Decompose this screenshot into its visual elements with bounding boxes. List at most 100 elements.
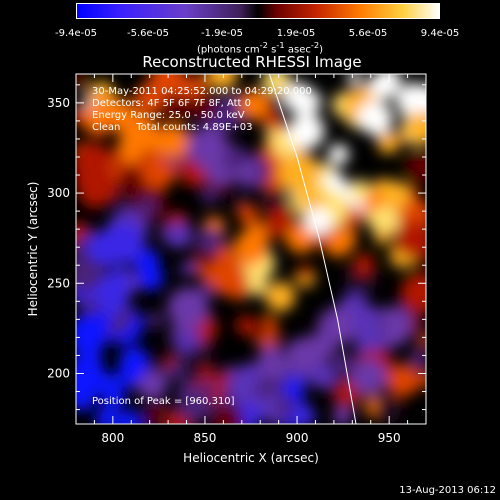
- heatmap-blob: [265, 207, 294, 236]
- y-tick-label: 200: [47, 366, 70, 380]
- heatmap-blob: [262, 74, 290, 94]
- heatmap-blob: [417, 332, 426, 347]
- x-axis-label: Heliocentric X (arcsec): [183, 451, 319, 465]
- heatmap-blob: [318, 162, 334, 178]
- heatmap-blobs: [76, 74, 426, 424]
- heatmap-blob: [118, 346, 151, 379]
- heatmap-blob: [119, 113, 159, 153]
- annotation-energy-range: Energy Range: 25.0 - 50.0 keV: [92, 110, 245, 121]
- heatmap-blob: [90, 311, 111, 333]
- heatmap-blob: [167, 287, 209, 329]
- annotation-time-range: 30-May-2011 04:25:52.000 to 04:29:20.000: [92, 86, 312, 97]
- heatmap-blob: [278, 152, 321, 194]
- heatmap-blob: [179, 261, 195, 276]
- heatmap-blob: [84, 105, 110, 130]
- heatmap-blob: [290, 403, 316, 424]
- heatmap-blob: [400, 272, 426, 314]
- heatmap-blob: [417, 371, 426, 388]
- heatmap-blob: [233, 230, 269, 266]
- y-tick-label: 300: [47, 186, 70, 200]
- heatmap-blob: [386, 363, 419, 397]
- heatmap-blob: [88, 93, 104, 110]
- colorbar: [76, 3, 440, 19]
- heatmap-blob: [332, 406, 353, 424]
- heatmap-blob: [357, 101, 390, 133]
- heatmap-blob: [381, 180, 411, 210]
- heatmap-image: [76, 74, 426, 424]
- axes: 800 850 900 950 200 250 300 350: [47, 74, 427, 445]
- heatmap-blob: [106, 303, 121, 318]
- chart-title: Reconstructed RHESSI Image: [142, 53, 362, 71]
- heatmap-blob: [309, 363, 336, 390]
- heatmap-blob: [167, 361, 187, 381]
- colorbar-tick-label: -5.6e-05: [127, 28, 169, 39]
- heatmap-blob: [350, 358, 387, 395]
- heatmap-blob: [201, 186, 219, 204]
- y-tick-label: 250: [47, 276, 70, 290]
- colorbar-tick-label: 9.4e-05: [420, 28, 460, 39]
- heatmap-blob: [349, 179, 371, 201]
- heatmap-blob: [160, 92, 190, 122]
- heatmap-blob: [373, 74, 402, 95]
- heatmap-blob: [95, 407, 120, 424]
- heatmap-blob: [209, 257, 247, 296]
- heatmap-blob: [207, 74, 238, 90]
- heatmap-blob: [185, 345, 212, 372]
- heatmap-blob: [265, 281, 296, 312]
- heatmap-blob: [238, 89, 269, 120]
- heatmap-blob: [393, 220, 426, 258]
- heatmap-blob: [324, 230, 352, 258]
- y-axis-label: Heliocentric Y (arcsec): [26, 182, 40, 317]
- heatmap-blob: [186, 126, 228, 168]
- heatmap-blob: [304, 207, 333, 235]
- colorbar-unit-label: (photons cm-2 s-1 asec-2): [196, 40, 324, 56]
- heatmap-blob: [102, 373, 119, 390]
- colorbar-tick-label: 1.9e-05: [276, 28, 316, 39]
- heatmap-blob: [138, 197, 157, 216]
- heatmap-blob: [282, 82, 314, 114]
- heatmap-blob: [118, 168, 145, 195]
- heatmap-blob: [276, 395, 296, 415]
- heatmap-blob: [166, 222, 193, 249]
- heatmap-blob: [236, 315, 256, 336]
- timestamp-footer: 13-Aug-2013 06:12: [399, 485, 496, 496]
- heatmap-blob: [141, 153, 177, 189]
- colorbar-tick-label: -9.4e-05: [55, 28, 97, 39]
- heatmap-blob: [406, 110, 426, 144]
- heatmap-blob: [76, 381, 97, 412]
- annotation-total-counts: Clean Total counts: 4.89E+03: [92, 122, 253, 133]
- x-tick-label: 900: [286, 431, 309, 445]
- heatmap-blob: [331, 353, 352, 373]
- heatmap-blob: [76, 74, 87, 90]
- heatmap-blob: [178, 388, 213, 423]
- heatmap-blob: [353, 253, 375, 275]
- annotation-detectors: Detectors: 4F 5F 6F 7F 8F, Att 0: [92, 98, 252, 109]
- heatmap-blob: [238, 205, 259, 226]
- heatmap-blob: [93, 274, 130, 311]
- heatmap-blob: [196, 226, 224, 254]
- plot-frame: [75, 73, 427, 425]
- heatmap-blob: [192, 94, 218, 120]
- heatmap-blob: [210, 404, 244, 424]
- x-tick-label: 800: [101, 431, 124, 445]
- x-tick-label: 850: [193, 431, 216, 445]
- heatmap-blob: [369, 206, 400, 236]
- heatmap-blob: [297, 264, 313, 281]
- heatmap-blob: [288, 112, 325, 150]
- annotation-peak-position: Position of Peak = [960,310]: [92, 396, 235, 407]
- heatmap-blob: [376, 131, 400, 154]
- heatmap-blob: [407, 84, 426, 119]
- heatmap-blob: [374, 229, 390, 246]
- heatmap-blob: [156, 124, 191, 158]
- x-tick-label: 950: [378, 431, 401, 445]
- heatmap-blob: [101, 384, 126, 409]
- heatmap-blob: [264, 113, 283, 132]
- heatmap-blob: [135, 367, 168, 400]
- heatmap-blob: [347, 74, 362, 85]
- heatmap-blob: [116, 409, 143, 424]
- heatmap-blob: [328, 143, 350, 165]
- colorbar-tick-label: -1.9e-05: [201, 28, 243, 39]
- heatmap-blob: [87, 229, 123, 266]
- heatmap-blob: [76, 255, 102, 293]
